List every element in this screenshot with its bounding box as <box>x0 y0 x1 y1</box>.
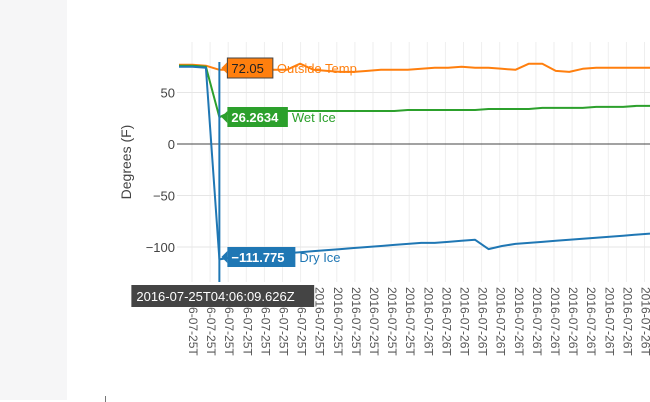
hover-pointer <box>221 251 227 263</box>
x-tick-label: 2016-07-26T <box>458 287 472 356</box>
y-tick-label: −50 <box>153 189 175 204</box>
x-tick-label: 2016-07-25T <box>313 287 327 356</box>
y-axis-title: Degrees (F) <box>118 125 134 200</box>
hover-pointer <box>221 62 227 74</box>
hover-series-name: Dry Ice <box>299 250 340 265</box>
x-tick-label: 2016-07-26T <box>584 287 598 356</box>
line-chart[interactable]: 50 0 −50 −100 Degrees (F) 2016-07-25T 2016-0… <box>67 0 650 400</box>
hover-value-label: −111.775 <box>231 250 284 265</box>
x-tick-label: 2016-07-26T <box>548 287 562 356</box>
hover-value-label: 72.05 <box>231 61 264 76</box>
x-tick-label: 2016-07-25T <box>349 287 363 356</box>
hover-pointer <box>221 111 227 123</box>
hover-value-label: 26.2634 <box>231 110 279 125</box>
y-tick-label: −100 <box>146 240 175 255</box>
scroll-marker <box>105 396 106 402</box>
x-tick-label: 2016-07-26T <box>530 287 544 356</box>
x-tick-label: 2016-07-26T <box>566 287 580 356</box>
chart-container: 50 0 −50 −100 Degrees (F) 2016-07-25T 2016-0… <box>67 0 650 400</box>
x-tick-label: 2016-07-26T <box>620 287 634 356</box>
left-sidebar-panel <box>0 0 67 400</box>
x-tick-label: 2016-07-26T <box>639 287 650 356</box>
x-tick-label: 2016-07-25T <box>403 287 417 356</box>
x-tick-label: 2016-07-26T <box>439 287 453 356</box>
x-tick-label: 2016-07-26T <box>421 287 435 356</box>
y-tick-label: 50 <box>161 86 175 101</box>
x-tick-label: 2016-07-25T <box>367 287 381 356</box>
x-tick-label: 2016-07-25T <box>331 287 345 356</box>
x-tick-label: 2016-07-26T <box>494 287 508 356</box>
x-tick-label: 2016-07-25T <box>385 287 399 356</box>
x-tick-label: 2016-07-26T <box>476 287 490 356</box>
x-tick-label: 2016-07-26T <box>602 287 616 356</box>
y-tick-label: 0 <box>168 137 175 152</box>
y-axis-tick-labels: 50 0 −50 −100 <box>146 86 175 256</box>
series-line-dry-ice <box>179 67 650 260</box>
hover-x-label: 2016-07-25T04:06:09.626Z <box>136 289 294 304</box>
hover-series-name: Wet Ice <box>292 110 336 125</box>
x-tick-label: 2016-07-26T <box>512 287 526 356</box>
hover-series-name: Outside Temp <box>277 61 357 76</box>
